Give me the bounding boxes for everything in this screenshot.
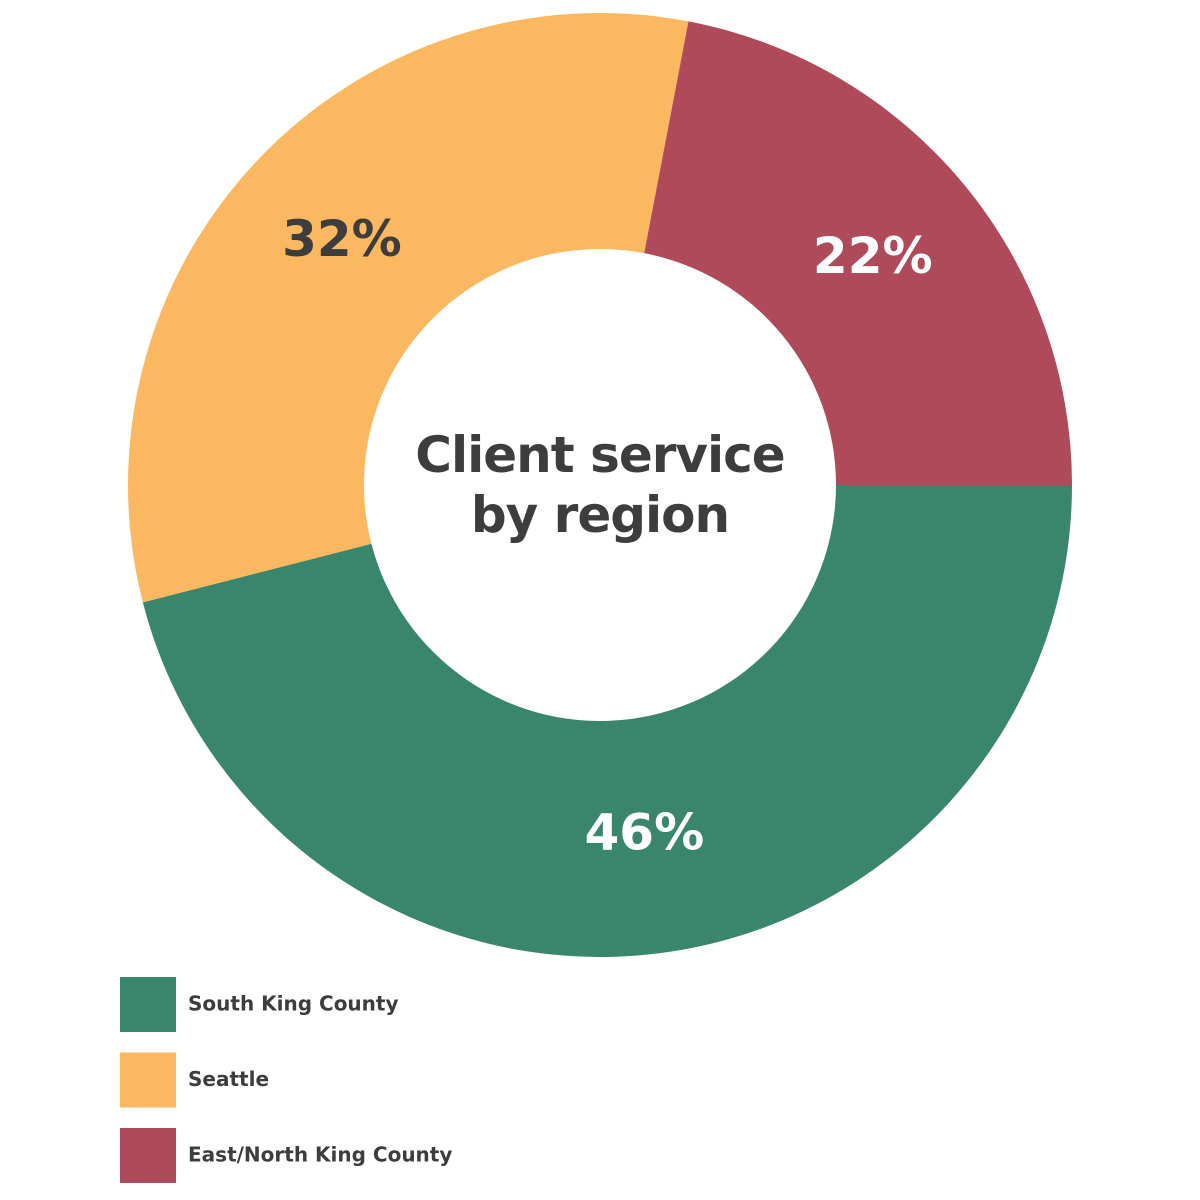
chart-title: Client service by region <box>415 426 785 544</box>
donut-slice <box>142 485 1073 958</box>
legend-swatch <box>120 1128 176 1183</box>
value-label: 46% <box>585 804 705 862</box>
legend-swatch <box>120 977 176 1032</box>
legend-swatch <box>120 1052 176 1108</box>
value-label: 32% <box>282 210 402 268</box>
donut-slice <box>127 13 689 603</box>
legend-label: South King County <box>188 992 399 1016</box>
legend-label: Seattle <box>188 1067 269 1091</box>
value-label: 22% <box>813 227 933 285</box>
legend-label: East/North King County <box>188 1143 452 1167</box>
donut-slice <box>644 21 1072 486</box>
